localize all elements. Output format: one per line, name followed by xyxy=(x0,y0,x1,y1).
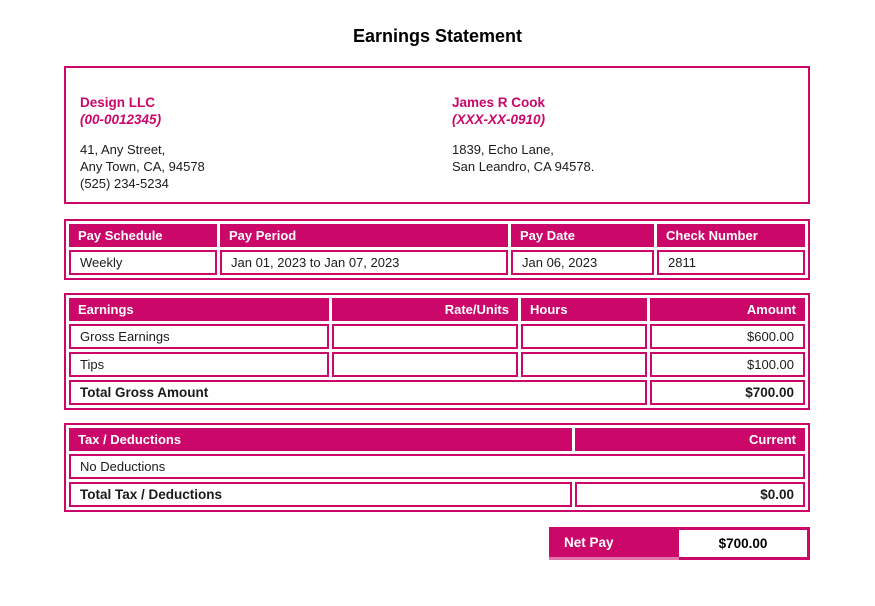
net-pay-label: Net Pay xyxy=(549,527,679,560)
earning-rate-units xyxy=(332,352,518,377)
deductions-table: Tax / Deductions Current No Deductions T… xyxy=(64,423,810,512)
table-row: No Deductions xyxy=(69,454,805,479)
employee-info: James R Cook (XXX-XX-0910) 1839, Echo La… xyxy=(452,94,794,202)
pay-meta-value-row: Weekly Jan 01, 2023 to Jan 07, 2023 Jan … xyxy=(69,250,805,275)
company-address-line: 41, Any Street, xyxy=(80,142,166,157)
table-row: Tips $100.00 xyxy=(69,352,805,377)
pay-date-header: Pay Date xyxy=(511,224,654,247)
deduction-label: No Deductions xyxy=(69,454,805,479)
check-number-header: Check Number xyxy=(657,224,805,247)
earning-label: Tips xyxy=(69,352,329,377)
earning-hours xyxy=(521,324,647,349)
earnings-total-row: Total Gross Amount $700.00 xyxy=(69,380,805,405)
employee-address-line: 1839, Echo Lane, xyxy=(452,142,554,157)
amount-header: Amount xyxy=(650,298,805,321)
hours-header: Hours xyxy=(521,298,647,321)
employee-ssn: (XXX-XX-0910) xyxy=(452,112,546,127)
total-gross-label: Total Gross Amount xyxy=(69,380,647,405)
rate-units-header: Rate/Units xyxy=(332,298,518,321)
employee-address: 1839, Echo Lane, San Leandro, CA 94578. xyxy=(452,141,794,175)
company-name: Design LLC xyxy=(80,95,156,110)
earnings-header-row: Earnings Rate/Units Hours Amount xyxy=(69,298,805,321)
total-deductions-label: Total Tax / Deductions xyxy=(69,482,572,507)
company-id: (00-0012345) xyxy=(80,112,162,127)
parties-info-box: Design LLC (00-0012345) 41, Any Street, … xyxy=(64,66,810,204)
pay-meta-table: Pay Schedule Pay Period Pay Date Check N… xyxy=(64,219,810,280)
earning-amount: $600.00 xyxy=(650,324,805,349)
pay-schedule-value: Weekly xyxy=(69,250,217,275)
pay-schedule-header: Pay Schedule xyxy=(69,224,217,247)
pay-date-value: Jan 06, 2023 xyxy=(511,250,654,275)
deductions-total-row: Total Tax / Deductions $0.00 xyxy=(69,482,805,507)
deductions-header-row: Tax / Deductions Current xyxy=(69,428,805,451)
current-header: Current xyxy=(575,428,805,451)
net-pay-box: Net Pay $700.00 xyxy=(549,527,810,560)
page-title: Earnings Statement xyxy=(352,26,523,46)
pay-meta-header-row: Pay Schedule Pay Period Pay Date Check N… xyxy=(69,224,805,247)
company-info: Design LLC (00-0012345) 41, Any Street, … xyxy=(80,94,452,202)
employee-name: James R Cook xyxy=(452,95,546,110)
earnings-header: Earnings xyxy=(69,298,329,321)
pay-period-value: Jan 01, 2023 to Jan 07, 2023 xyxy=(220,250,508,275)
company-address-line: Any Town, CA, 94578 xyxy=(80,159,205,174)
company-phone: (525) 234-5234 xyxy=(80,176,169,191)
earning-rate-units xyxy=(332,324,518,349)
check-number-value: 2811 xyxy=(657,250,805,275)
total-gross-amount: $700.00 xyxy=(650,380,805,405)
earning-label: Gross Earnings xyxy=(69,324,329,349)
earnings-table: Earnings Rate/Units Hours Amount Gross E… xyxy=(64,293,810,410)
employee-address-line: San Leandro, CA 94578. xyxy=(452,159,595,174)
total-deductions-amount: $0.00 xyxy=(575,482,805,507)
earning-amount: $100.00 xyxy=(650,352,805,377)
tax-deductions-header: Tax / Deductions xyxy=(69,428,572,451)
net-pay-amount: $700.00 xyxy=(679,530,807,557)
earning-hours xyxy=(521,352,647,377)
table-row: Gross Earnings $600.00 xyxy=(69,324,805,349)
pay-period-header: Pay Period xyxy=(220,224,508,247)
company-address: 41, Any Street, Any Town, CA, 94578 (525… xyxy=(80,141,452,192)
